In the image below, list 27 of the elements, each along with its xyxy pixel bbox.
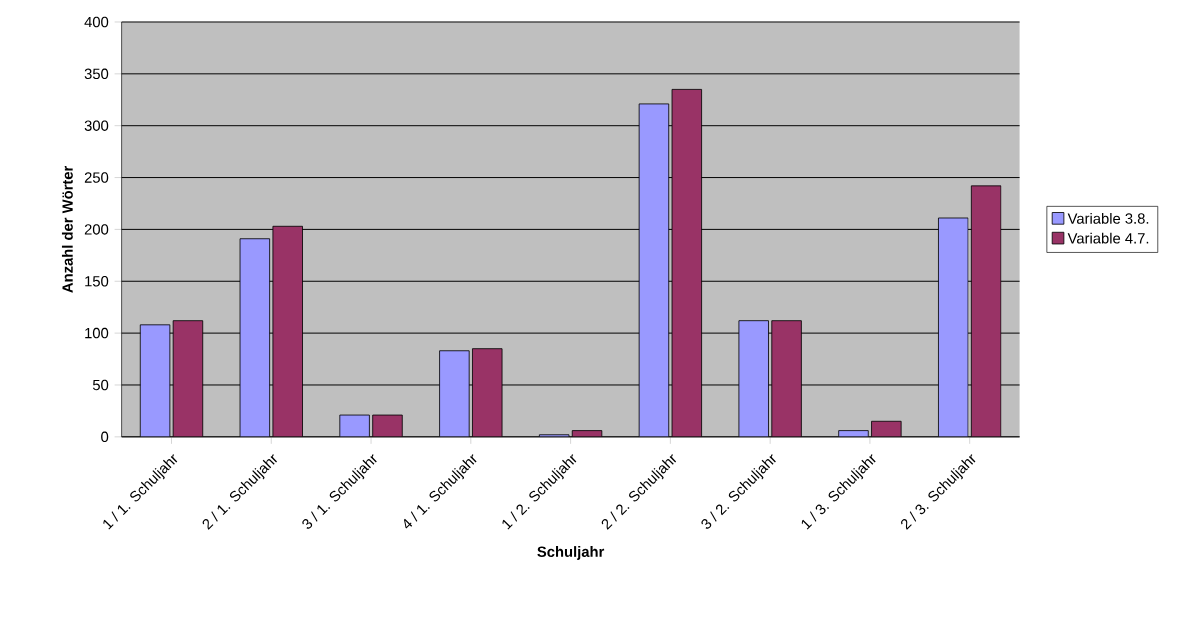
y-tick-label: 50 (92, 379, 109, 391)
y-tick-label: 400 (84, 16, 109, 28)
y-tick-label: 150 (85, 276, 109, 287)
y-tick-label: 300 (84, 120, 109, 131)
bar (439, 350, 470, 437)
y-tick-label: 250 (84, 172, 109, 183)
bar (339, 414, 370, 437)
bar (139, 324, 171, 437)
y-tick-label: 0 (101, 431, 109, 443)
bar (172, 320, 204, 437)
bar (938, 217, 969, 437)
y-tick-label: 350 (84, 68, 109, 80)
bar (239, 238, 271, 437)
y-axis-title: Anzahl der Wörter (61, 165, 73, 293)
legend-label: Variable 4.7. (1067, 232, 1149, 244)
bar (970, 185, 1002, 437)
bar (738, 320, 769, 437)
x-axis-title: Schuljahr (537, 546, 605, 560)
y-tick-label: 100 (85, 327, 109, 339)
bar (638, 103, 670, 437)
bar (272, 225, 303, 437)
bar (372, 414, 403, 437)
y-tick-label: 200 (84, 224, 109, 235)
bar (472, 348, 503, 437)
bar (771, 320, 802, 437)
legend-label: Variable 3.8. (1067, 212, 1149, 224)
bar (671, 89, 703, 437)
